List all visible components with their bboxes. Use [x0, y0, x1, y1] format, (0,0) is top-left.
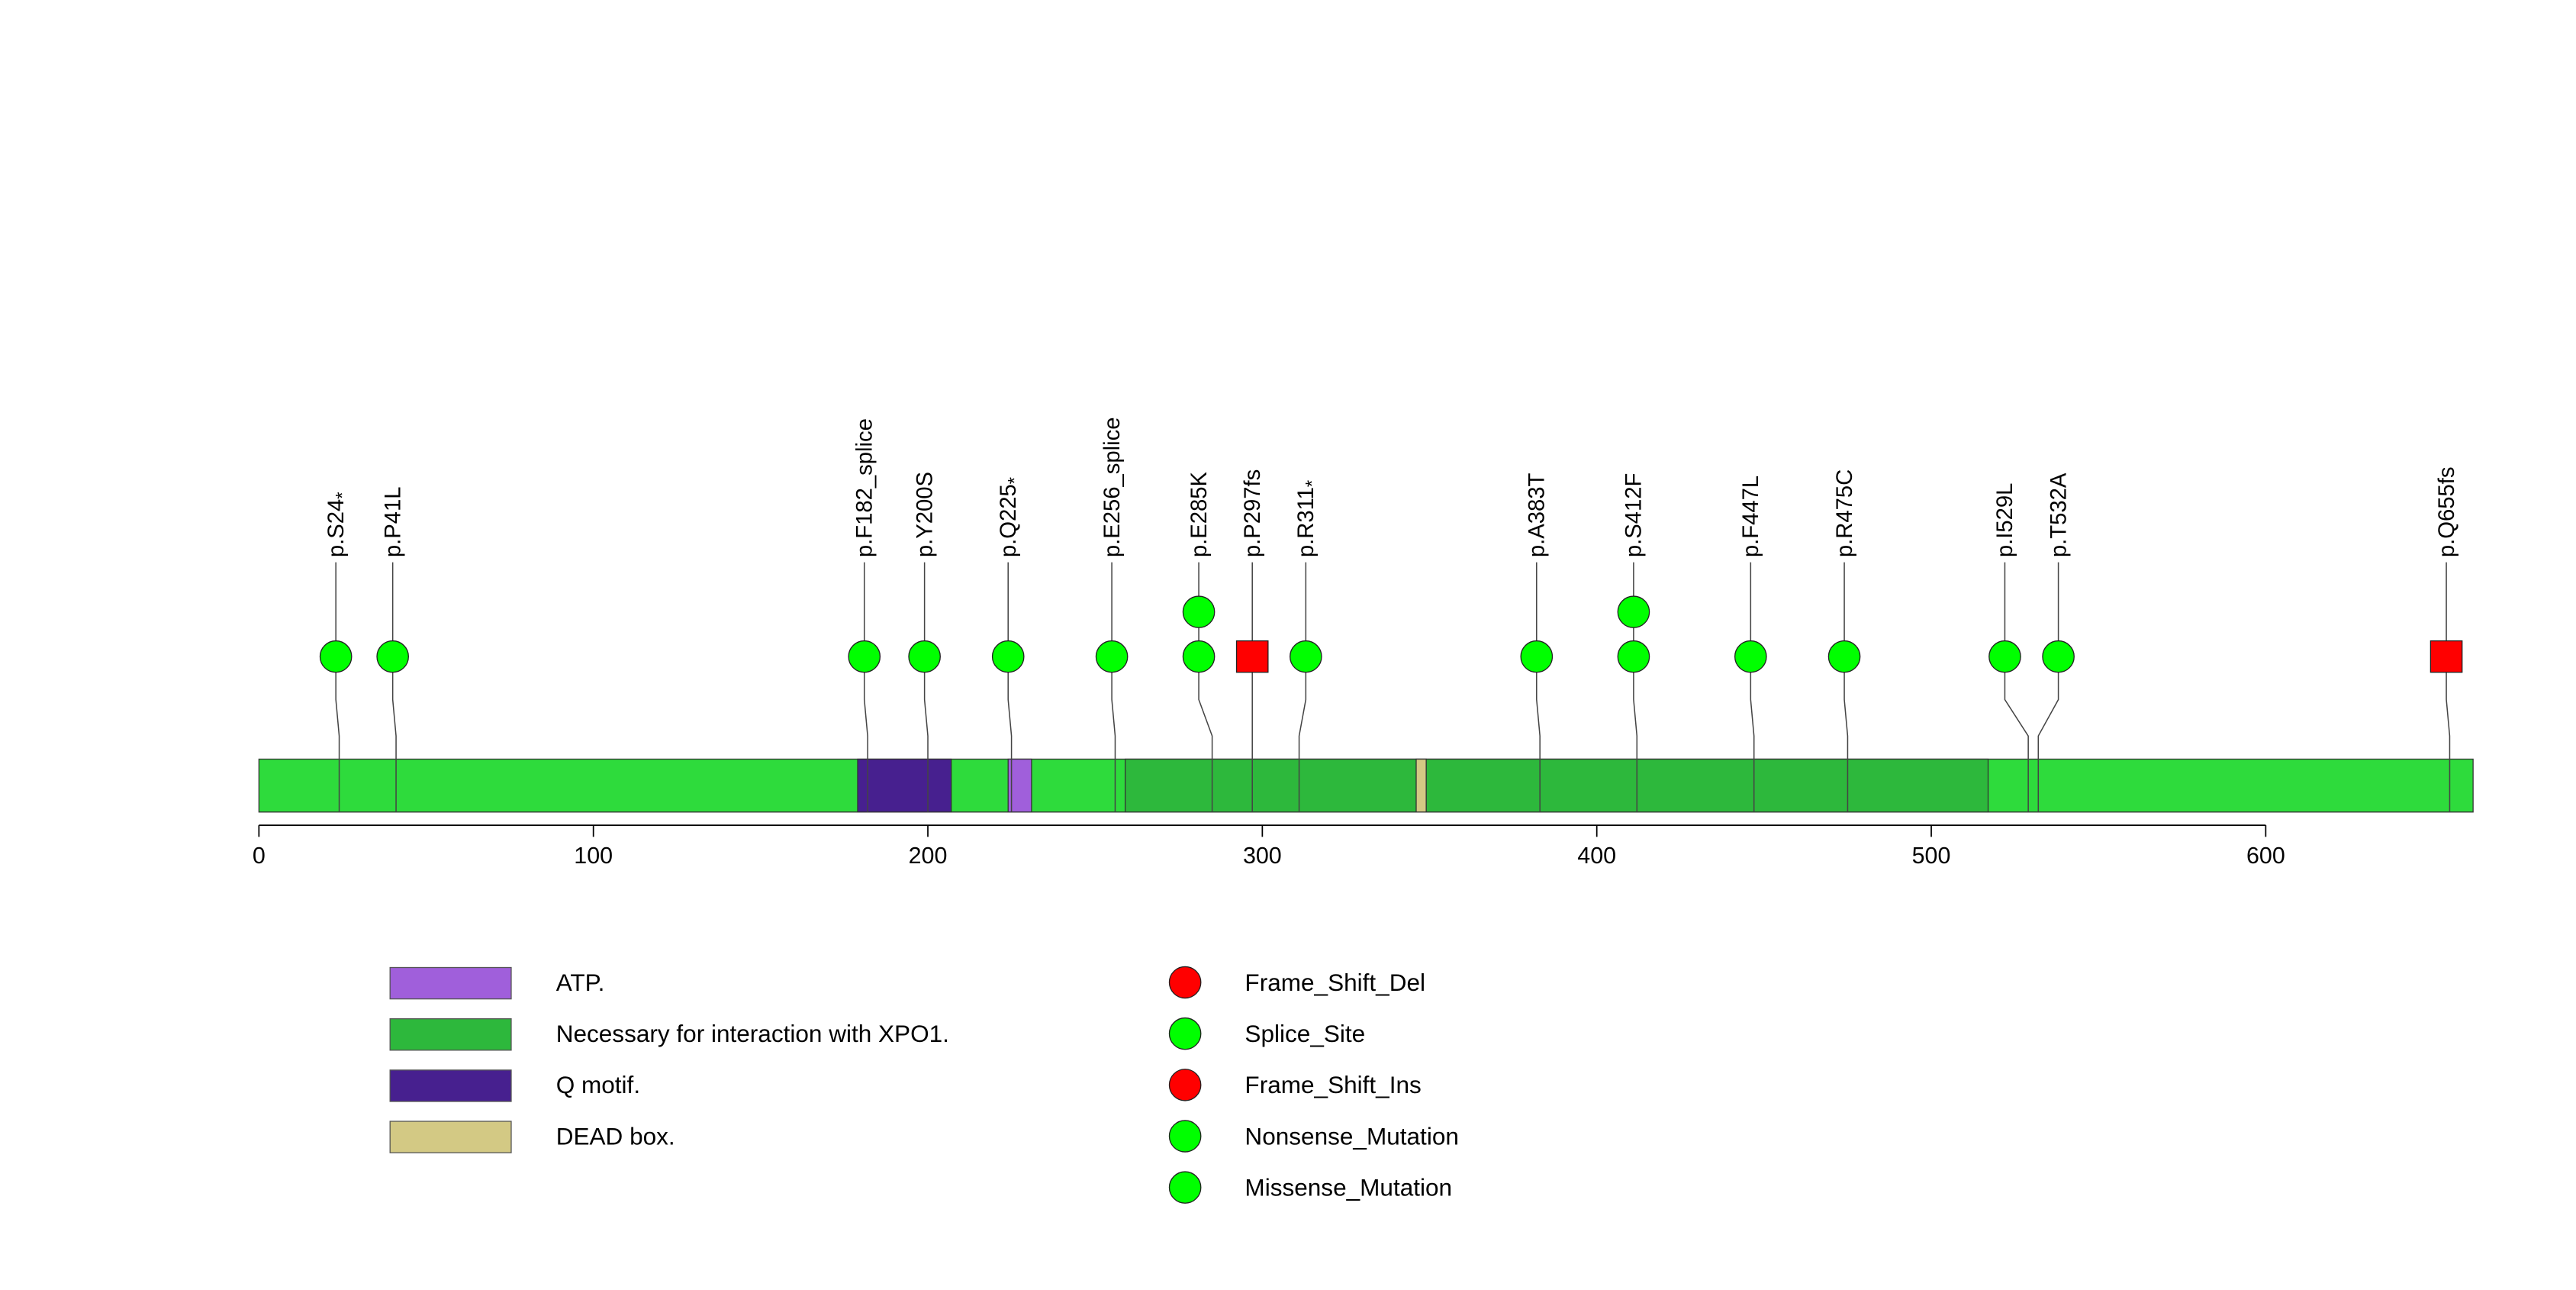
label-p-q655fs: p.Q655fs — [2434, 467, 2459, 558]
marker-p-s24 — [319, 640, 353, 673]
domain-layer — [258, 758, 2474, 813]
stem-p-r311 — [1298, 562, 1307, 812]
legend: ATP. Necessary for interaction with XPO1.… — [389, 966, 1459, 1204]
label-p-r311: p.R311* — [1293, 480, 1323, 557]
stem-p-s24 — [335, 562, 340, 812]
stem-layer — [335, 562, 2451, 812]
marker-p-y200s — [908, 640, 941, 673]
label-p-a383t: p.A383T — [1525, 473, 1550, 558]
legend-marker-splice-site — [1168, 1017, 1202, 1050]
x-tick-label-500: 500 — [1912, 843, 1951, 869]
legend-marker-missense-mutation — [1168, 1171, 1202, 1204]
label-p-p41l: p.P41L — [380, 486, 405, 557]
legend-label-xpo1: Necessary for interaction with XPO1. — [556, 1021, 949, 1047]
label-p-q225: p.Q225* — [996, 477, 1026, 557]
legend-marker-frame-shift-del — [1168, 966, 1202, 999]
marker-p-e285k — [1182, 640, 1216, 673]
legend-label-frame-shift-del: Frame_Shift_Del — [1245, 969, 1425, 996]
legend-label-frame-shift-ins: Frame_Shift_Ins — [1245, 1072, 1421, 1098]
legend-marker-frame-shift-ins — [1168, 1069, 1202, 1101]
marker-p-i529l — [1988, 640, 2021, 673]
label-layer: p.S24* p.P41L p.F182_splice p.Y200S p.Q225* p… — [324, 417, 2459, 557]
marker-p-p41l — [376, 640, 409, 673]
stem-p-e256-splice — [1111, 562, 1116, 812]
legend-marker-nonsense-mutation — [1168, 1120, 1202, 1153]
legend-swatch-xpo1 — [389, 1018, 512, 1051]
star-mark: * — [1004, 477, 1025, 484]
legend-label-missense-mutation: Missense_Mutation — [1245, 1175, 1452, 1201]
stem-p-t532a — [2037, 562, 2059, 812]
legend-label-ATP: ATP. — [556, 969, 605, 996]
marker-p-f182-splice — [848, 640, 881, 673]
legend-swatch-ATP — [389, 966, 512, 1000]
marker-p-q225 — [991, 640, 1025, 673]
x-tick-label-200: 200 — [909, 843, 948, 869]
x-tick-label-0: 0 — [253, 843, 266, 869]
label-p-f447l: p.F447L — [1738, 476, 1763, 557]
label-p-y200s: p.Y200S — [912, 472, 937, 557]
marker-p-r311 — [1290, 640, 1322, 673]
label-p-e285k: p.E285K — [1187, 472, 1212, 558]
marker-p-f447l — [1734, 640, 1767, 673]
label-p-s412f: p.S412F — [1621, 473, 1647, 558]
legend-label-splice-site: Splice_Site — [1245, 1021, 1365, 1047]
marker-p-e256-splice — [1095, 640, 1129, 673]
marker-p-a383t — [1520, 640, 1554, 673]
x-tick-label-100: 100 — [574, 843, 613, 869]
marker-p-p297fs — [1235, 640, 1269, 673]
domain-dead-box — [1415, 758, 1427, 813]
stem-p-i529l — [2004, 562, 2029, 812]
star-mark: * — [1302, 480, 1323, 487]
marker-layer — [319, 595, 2463, 673]
stem-p-q655fs — [2446, 562, 2451, 812]
label-p-f182-splice: p.F182_splice — [852, 418, 877, 557]
marker-p-s412f — [1617, 640, 1650, 673]
legend-label-q-motif: Q motif. — [556, 1072, 640, 1098]
label-p-r475c: p.R475C — [1832, 469, 1857, 557]
stem-p-q225 — [1007, 562, 1013, 812]
x-tick-label-400: 400 — [1577, 843, 1616, 869]
domain-xpo1 — [1124, 758, 1989, 813]
stem-p-e285k — [1198, 562, 1213, 812]
marker-p-r475c — [1827, 640, 1861, 673]
label-p-p297fs: p.P297fs — [1240, 469, 1265, 557]
x-axis: 0 100 200 300 400 500 600 — [253, 824, 2285, 869]
legend-swatch-dead-box — [389, 1121, 512, 1153]
marker-p-q655fs — [2429, 640, 2463, 673]
label-p-i529l: p.I529L — [1992, 483, 2017, 558]
stem-p-y200s — [923, 562, 929, 812]
x-tick-label-600: 600 — [2246, 843, 2285, 869]
legend-label-nonsense-mutation: Nonsense_Mutation — [1245, 1123, 1458, 1150]
star-mark: * — [332, 492, 353, 498]
legend-swatch-q-motif — [389, 1069, 512, 1102]
stem-p-a383t — [1536, 562, 1541, 812]
marker-p-s412f — [1617, 595, 1650, 628]
legend-label-dead-box: DEAD box. — [556, 1123, 675, 1150]
label-p-e256-splice: p.E256_splice — [1100, 417, 1125, 557]
domain-q-motif — [857, 758, 952, 813]
stem-p-s412f — [1633, 562, 1638, 812]
label-p-s24: p.S24* — [324, 492, 353, 557]
marker-p-t532a — [2042, 640, 2075, 673]
label-p-t532a: p.T532A — [2046, 472, 2071, 557]
x-tick-label-300: 300 — [1243, 843, 1282, 869]
stem-p-f182-splice — [863, 562, 868, 812]
marker-p-e285k — [1182, 595, 1216, 628]
stem-p-r475c — [1843, 562, 1849, 812]
stem-p-p41l — [391, 562, 397, 812]
stem-p-f447l — [1750, 562, 1755, 812]
